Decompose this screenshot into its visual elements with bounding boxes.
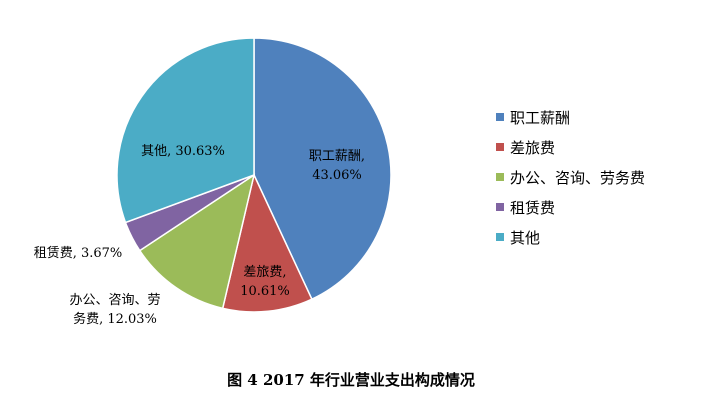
data-label-line: 差旅费, bbox=[243, 265, 286, 280]
pie-slice-1 bbox=[253, 37, 392, 301]
legend-swatch bbox=[496, 113, 504, 121]
pie-data-labels: 职工薪酬, 43.06% 差旅费, 10.61% 办公、咨询、劳务费, 12.03% 租赁… bbox=[34, 144, 365, 327]
legend-label: 办公、咨询、劳务费 bbox=[510, 168, 646, 187]
data-label-line: 办公、咨询、劳 bbox=[69, 292, 160, 308]
legend-item-5: 其他 bbox=[496, 222, 645, 252]
legend-swatch bbox=[496, 173, 504, 181]
legend-swatch bbox=[496, 143, 504, 151]
legend-item-1: 职工薪酬 bbox=[496, 102, 645, 132]
figure-caption: 图 4 2017 年行业营业支出构成情况 bbox=[227, 371, 475, 389]
pie-slices bbox=[116, 37, 392, 313]
legend-swatch bbox=[496, 203, 504, 211]
legend-item-2: 差旅费 bbox=[496, 132, 645, 162]
data-label-line: 务费, 12.03% bbox=[73, 311, 157, 327]
data-label-5: 其他, 30.63% bbox=[141, 144, 225, 159]
data-label-line: 职工薪酬, bbox=[309, 149, 365, 164]
legend-label: 其他 bbox=[510, 228, 541, 247]
data-label-line: 43.06% bbox=[312, 168, 362, 183]
data-label-line: 10.61% bbox=[240, 284, 290, 299]
data-label-3: 办公、咨询、劳务费, 12.03% bbox=[69, 292, 160, 327]
data-label-line: 租赁费, 3.67% bbox=[34, 246, 123, 261]
data-label-4: 租赁费, 3.67% bbox=[34, 246, 123, 261]
legend-swatch bbox=[496, 233, 504, 241]
pie-slice-3 bbox=[138, 173, 256, 310]
legend-label: 差旅费 bbox=[510, 138, 556, 157]
legend-item-3: 办公、咨询、劳务费 bbox=[496, 162, 645, 192]
pie-slice-2 bbox=[221, 172, 313, 313]
chart-legend: 职工薪酬差旅费办公、咨询、劳务费 租赁费其他 bbox=[496, 102, 645, 252]
data-label-2: 差旅费, 10.61% bbox=[240, 265, 290, 299]
data-label-line: 其他, 30.63% bbox=[141, 144, 225, 159]
legend-label: 职工薪酬 bbox=[510, 108, 571, 127]
pie-slice-5 bbox=[116, 37, 255, 224]
data-label-1: 职工薪酬, 43.06% bbox=[309, 149, 365, 183]
legend-item-4: 租赁费 bbox=[496, 192, 645, 222]
legend-label: 租赁费 bbox=[510, 198, 556, 217]
